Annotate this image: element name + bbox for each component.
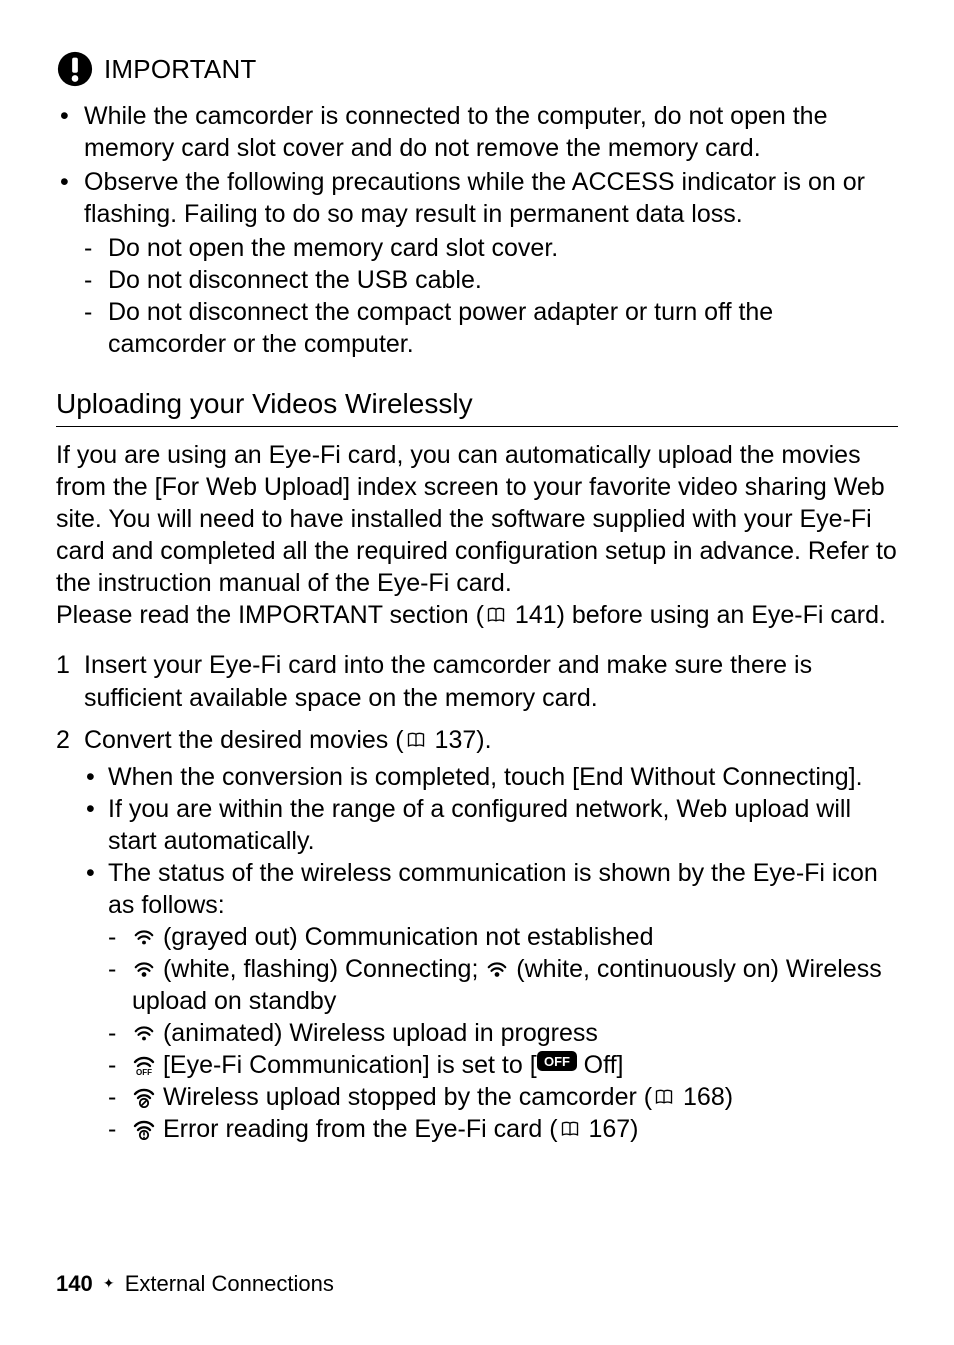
status-text: (animated) Wireless upload in progress <box>156 1019 598 1047</box>
status-text: Error reading from the Eye-Fi card ( <box>156 1115 558 1143</box>
step-number: 1 <box>56 649 70 682</box>
step-text-part: 137). <box>428 726 492 754</box>
important-bullet: Observe the following precautions while … <box>56 166 898 360</box>
status-item: [Eye-Fi Communication] is set to [ OFF Of… <box>108 1049 898 1081</box>
book-icon <box>484 605 508 625</box>
para-text: Please read the IMPORTANT section ( <box>56 601 484 629</box>
sub-bullet-text: The status of the wireless communication… <box>108 859 878 919</box>
dash-item: Do not open the memory card slot cover. <box>84 232 898 264</box>
diamond-icon: ✦ <box>103 1275 115 1291</box>
status-item: (grayed out) Communication not establish… <box>108 921 898 953</box>
dash-item: Do not disconnect the USB cable. <box>84 264 898 296</box>
status-item: Error reading from the Eye-Fi card ( 167… <box>108 1113 898 1145</box>
status-item: Wireless upload stopped by the camcorder… <box>108 1081 898 1113</box>
status-list: (grayed out) Communication not establish… <box>108 921 898 1145</box>
important-icon <box>56 50 94 88</box>
status-text: Wireless upload stopped by the camcorder… <box>156 1083 652 1111</box>
manual-page: IMPORTANT While the camcorder is connect… <box>0 0 954 1345</box>
wifi-icon <box>132 1022 156 1044</box>
important-dashes: Do not open the memory card slot cover. … <box>84 232 898 360</box>
status-text: [Eye-Fi Communication] is set to [ <box>156 1051 537 1079</box>
book-icon <box>558 1119 582 1139</box>
wifi-dot-icon <box>485 958 509 980</box>
step-text-part: Convert the desired movies ( <box>84 726 404 754</box>
step-text: Convert the desired movies ( 137). <box>84 726 492 754</box>
footer-section: External Connections <box>125 1271 334 1296</box>
step-sub-bullets: When the conversion is completed, touch … <box>84 761 898 1145</box>
wifi-off-icon <box>132 1052 156 1076</box>
book-icon <box>404 730 428 750</box>
ref-text: 141) before using an Eye-Fi card. <box>508 601 886 629</box>
wifi-warn-icon <box>132 1116 156 1140</box>
step-text: Insert your Eye-Fi card into the camcord… <box>84 651 812 712</box>
status-text: (white, flashing) Connecting; <box>156 955 485 983</box>
important-bullets: While the camcorder is connected to the … <box>56 100 898 360</box>
svg-text:OFF: OFF <box>544 1054 570 1069</box>
status-text: Off] <box>577 1051 624 1079</box>
step-item: 1 Insert your Eye-Fi card into the camco… <box>56 649 898 714</box>
status-text: (grayed out) Communication not establish… <box>156 923 654 951</box>
dash-item: Do not disconnect the compact power adap… <box>84 296 898 360</box>
steps-list: 1 Insert your Eye-Fi card into the camco… <box>56 649 898 1145</box>
important-label: IMPORTANT <box>104 54 257 85</box>
page-footer: 140 ✦ External Connections <box>56 1271 334 1297</box>
book-icon <box>652 1087 676 1107</box>
page-number: 140 <box>56 1271 93 1296</box>
status-text: 167) <box>582 1115 639 1143</box>
important-bullet: While the camcorder is connected to the … <box>56 100 898 164</box>
off-badge-icon: OFF <box>537 1051 577 1071</box>
sub-bullet: When the conversion is completed, touch … <box>84 761 898 793</box>
para-text: If you are using an Eye-Fi card, you can… <box>56 441 897 597</box>
wifi-dot-icon <box>132 958 156 980</box>
sub-bullet: If you are within the range of a configu… <box>84 793 898 857</box>
status-item: (white, flashing) Connecting; (white, co… <box>108 953 898 1017</box>
step-item: 2 Convert the desired movies ( 137). Whe… <box>56 724 898 1145</box>
wifi-slash-icon <box>132 1084 156 1108</box>
important-header: IMPORTANT <box>56 50 898 88</box>
bullet-text: Observe the following precautions while … <box>84 168 865 228</box>
status-text: 168) <box>676 1083 733 1111</box>
section-title: Uploading your Videos Wirelessly <box>56 388 898 427</box>
wifi-icon <box>132 926 156 948</box>
status-item: (animated) Wireless upload in progress <box>108 1017 898 1049</box>
wireless-intro: If you are using an Eye-Fi card, you can… <box>56 439 898 631</box>
step-number: 2 <box>56 724 70 757</box>
sub-bullet: The status of the wireless communication… <box>84 857 898 1145</box>
